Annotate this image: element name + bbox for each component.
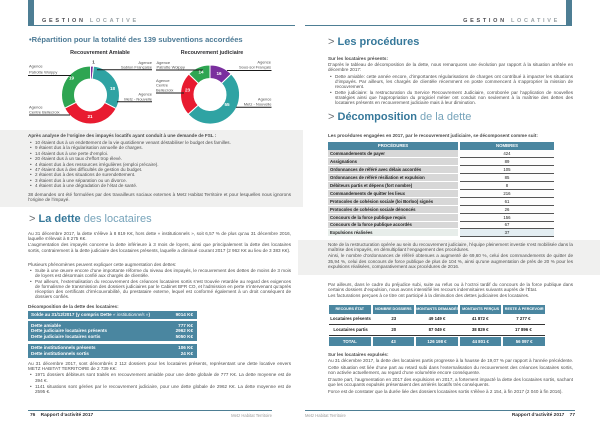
svg-text:Metz - Nouvelle: Metz - Nouvelle bbox=[244, 102, 273, 107]
svg-text:Patrotte Woippy: Patrotte Woippy bbox=[157, 65, 185, 70]
svg-text:Sous-sol Français: Sous-sol Français bbox=[239, 65, 271, 70]
svg-text:18: 18 bbox=[110, 86, 116, 91]
svg-text:Agence: Agence bbox=[156, 78, 170, 83]
svg-text:Centre: Centre bbox=[156, 83, 169, 88]
svg-text:Patrotte Woippy: Patrotte Woippy bbox=[29, 69, 57, 74]
svg-text:Centre Bellecroix: Centre Bellecroix bbox=[29, 110, 59, 115]
svg-text:Agence: Agence bbox=[29, 104, 43, 109]
svg-text:16: 16 bbox=[216, 71, 222, 76]
svg-text:Metz - Nouvelle: Metz - Nouvelle bbox=[124, 96, 153, 101]
svg-text:14: 14 bbox=[198, 70, 204, 75]
svg-text:Agence: Agence bbox=[258, 97, 272, 102]
svg-text:21: 21 bbox=[87, 114, 93, 119]
svg-text:Sablon Française: Sablon Française bbox=[121, 65, 153, 70]
svg-text:55: 55 bbox=[224, 102, 230, 107]
svg-text:Agence: Agence bbox=[257, 60, 271, 65]
svg-text:Bellecroix: Bellecroix bbox=[156, 87, 173, 92]
svg-text:Agence: Agence bbox=[138, 92, 152, 97]
svg-text:1: 1 bbox=[92, 60, 95, 65]
svg-text:Agence: Agence bbox=[157, 60, 171, 65]
svg-text:23: 23 bbox=[185, 88, 191, 93]
svg-text:Agence: Agence bbox=[29, 64, 43, 69]
svg-text:Agence: Agence bbox=[138, 60, 152, 65]
svg-text:19: 19 bbox=[69, 76, 75, 81]
